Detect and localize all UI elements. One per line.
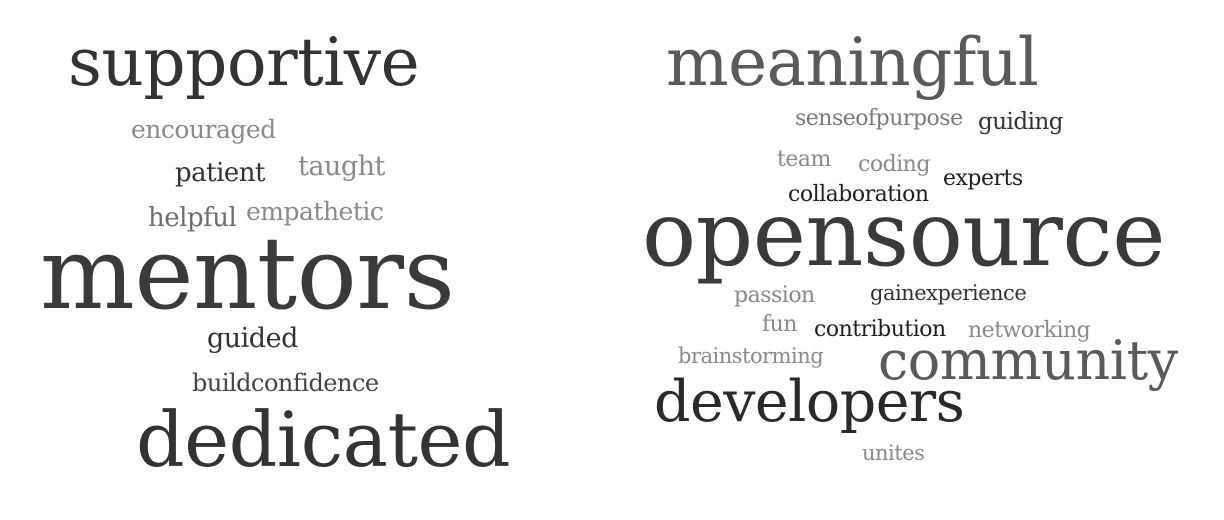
word-taught: taught (298, 151, 385, 182)
word-supportive: supportive (68, 24, 420, 101)
word-developers: developers (654, 369, 965, 435)
word-cloud-right: meaningful senseofpurpose guiding team c… (600, 0, 1224, 520)
word-senseofpurpose: senseofpurpose (795, 106, 963, 131)
word-fun: fun (762, 312, 797, 337)
word-contribution: contribution (814, 317, 946, 342)
word-coding: coding (858, 152, 930, 177)
word-gainexperience: gainexperience (870, 281, 1027, 305)
word-passion: passion (734, 283, 815, 308)
word-experts: experts (943, 166, 1023, 191)
word-encouraged: encouraged (131, 115, 276, 144)
word-empathetic: empathetic (246, 197, 384, 226)
word-cloud-left: supportive encouraged patient taught hel… (0, 0, 600, 520)
word-patient: patient (175, 158, 266, 188)
word-unites: unites (862, 441, 925, 465)
word-networking: networking (968, 318, 1091, 343)
word-buildconfidence: buildconfidence (192, 369, 379, 397)
word-meaningful: meaningful (666, 24, 1039, 101)
word-team: team (777, 147, 831, 172)
word-community: community (878, 329, 1178, 392)
word-collaboration: collaboration (788, 182, 929, 207)
word-mentors: mentors (40, 215, 455, 332)
word-opensource: opensource (642, 182, 1166, 287)
word-guided: guided (207, 323, 298, 354)
word-dedicated: dedicated (136, 395, 511, 484)
word-helpful: helpful (148, 203, 237, 233)
word-guiding: guiding (978, 109, 1064, 135)
word-brainstorming: brainstorming (678, 344, 824, 368)
